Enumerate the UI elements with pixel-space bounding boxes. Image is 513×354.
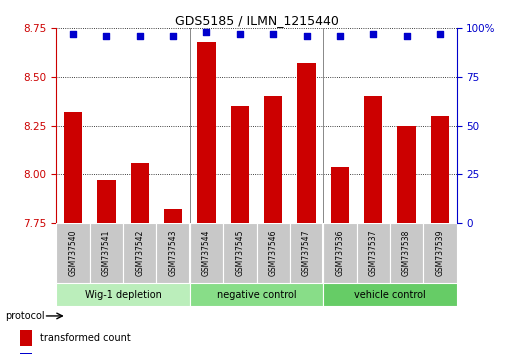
Point [102, 33, 110, 39]
Bar [198, 42, 215, 223]
Bar [331, 167, 349, 223]
Point [336, 33, 344, 39]
Text: transformed count: transformed count [40, 333, 131, 343]
Point [402, 33, 410, 39]
Bar [231, 106, 249, 223]
Point [202, 29, 210, 35]
Point [135, 33, 144, 39]
Point [169, 33, 177, 39]
Point [369, 31, 377, 37]
Bar [190, 223, 223, 283]
Bar [56, 223, 90, 283]
Text: GSM737537: GSM737537 [369, 230, 378, 276]
Bar [156, 223, 190, 283]
Text: GSM737543: GSM737543 [169, 230, 177, 276]
Bar [164, 209, 182, 223]
Bar [357, 223, 390, 283]
Point [436, 31, 444, 37]
Bar [20, 330, 32, 346]
Bar [131, 162, 149, 223]
Bar [190, 283, 323, 306]
Text: GSM737538: GSM737538 [402, 230, 411, 276]
Bar [431, 116, 449, 223]
Point [235, 31, 244, 37]
Bar [423, 223, 457, 283]
Bar [323, 223, 357, 283]
Bar [264, 96, 282, 223]
Bar [256, 223, 290, 283]
Title: GDS5185 / ILMN_1215440: GDS5185 / ILMN_1215440 [174, 14, 339, 27]
Text: protocol: protocol [5, 311, 45, 321]
Text: GSM737545: GSM737545 [235, 230, 244, 276]
Bar [290, 223, 323, 283]
Bar [20, 353, 32, 354]
Text: GSM737546: GSM737546 [269, 230, 278, 276]
Bar [298, 63, 315, 223]
Text: GSM737547: GSM737547 [302, 230, 311, 276]
Bar [123, 223, 156, 283]
Text: GSM737541: GSM737541 [102, 230, 111, 276]
Point [269, 31, 277, 37]
Point [302, 33, 310, 39]
Text: negative control: negative control [216, 290, 297, 300]
Bar [390, 223, 423, 283]
Bar [364, 96, 382, 223]
Bar [223, 223, 256, 283]
Text: GSM737542: GSM737542 [135, 230, 144, 276]
Text: GSM737544: GSM737544 [202, 230, 211, 276]
Bar [90, 223, 123, 283]
Text: vehicle control: vehicle control [354, 290, 426, 300]
Bar [323, 283, 457, 306]
Bar [56, 283, 190, 306]
Bar [398, 126, 416, 223]
Point [69, 31, 77, 37]
Bar [64, 112, 82, 223]
Bar [97, 180, 115, 223]
Text: Wig-1 depletion: Wig-1 depletion [85, 290, 162, 300]
Text: GSM737536: GSM737536 [336, 230, 344, 276]
Text: GSM737540: GSM737540 [69, 230, 77, 276]
Text: GSM737539: GSM737539 [436, 230, 444, 276]
